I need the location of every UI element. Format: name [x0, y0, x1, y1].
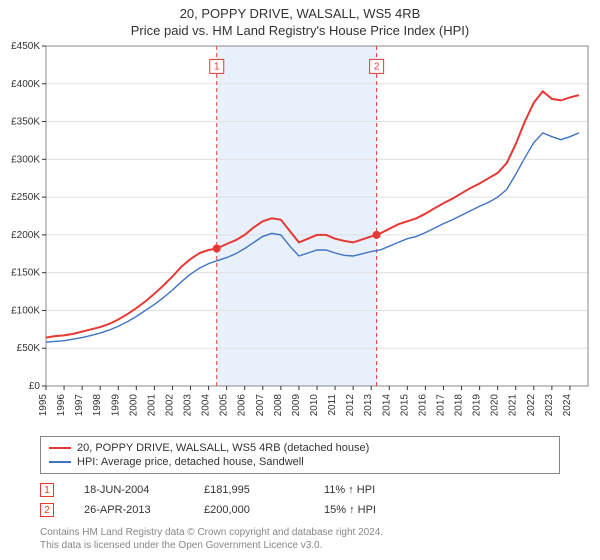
chart-subtitle: Price paid vs. HM Land Registry's House … — [0, 21, 600, 42]
svg-text:1997: 1997 — [74, 394, 85, 417]
svg-text:2006: 2006 — [237, 394, 248, 417]
legend-swatch — [49, 461, 71, 463]
chart-title: 20, POPPY DRIVE, WALSALL, WS5 4RB — [0, 0, 600, 21]
legend-swatch — [49, 447, 71, 449]
svg-text:2023: 2023 — [544, 394, 555, 417]
svg-text:£50K: £50K — [17, 343, 41, 354]
svg-text:£0: £0 — [29, 381, 41, 392]
chart-svg: £0 £50K £100K £150K £200K £250K £300K £350K £400… — [0, 42, 600, 432]
marker-badge: 1 — [40, 483, 54, 497]
marker-date: 26-APR-2013 — [84, 504, 174, 516]
marker-delta: 15% ↑ HPI — [324, 504, 414, 516]
svg-text:£100K: £100K — [11, 305, 40, 316]
svg-text:2004: 2004 — [201, 394, 212, 417]
svg-text:2020: 2020 — [490, 394, 501, 417]
svg-text:£150K: £150K — [11, 268, 40, 279]
svg-text:2: 2 — [374, 61, 380, 72]
chart-area: £0 £50K £100K £150K £200K £250K £300K £350K £400… — [0, 42, 600, 432]
svg-text:2011: 2011 — [327, 394, 338, 416]
svg-text:1995: 1995 — [38, 394, 49, 417]
svg-text:2012: 2012 — [345, 394, 356, 417]
svg-text:2008: 2008 — [273, 394, 284, 417]
svg-text:1: 1 — [214, 61, 220, 72]
marker-row: 2 26-APR-2013 £200,000 15% ↑ HPI — [40, 500, 560, 520]
legend-label: HPI: Average price, detached house, Sand… — [77, 456, 304, 468]
svg-text:2000: 2000 — [128, 394, 139, 417]
svg-text:1999: 1999 — [110, 394, 121, 417]
svg-text:£250K: £250K — [11, 192, 40, 203]
marker-price: £181,995 — [204, 484, 294, 496]
svg-text:2015: 2015 — [399, 394, 410, 417]
marker-date: 18-JUN-2004 — [84, 484, 174, 496]
svg-text:2024: 2024 — [562, 394, 573, 417]
svg-text:2003: 2003 — [183, 394, 194, 417]
svg-text:2018: 2018 — [454, 394, 465, 417]
svg-text:2016: 2016 — [417, 394, 428, 417]
svg-text:2017: 2017 — [435, 394, 446, 417]
svg-text:£200K: £200K — [11, 230, 40, 241]
marker-row: 1 18-JUN-2004 £181,995 11% ↑ HPI — [40, 480, 560, 500]
legend-item: 20, POPPY DRIVE, WALSALL, WS5 4RB (detac… — [49, 441, 551, 455]
svg-text:2022: 2022 — [526, 394, 537, 417]
footnote-line-2: This data is licensed under the Open Gov… — [40, 539, 560, 552]
svg-text:£400K: £400K — [11, 79, 40, 90]
svg-text:2019: 2019 — [472, 394, 483, 417]
footnote-line-1: Contains HM Land Registry data © Crown c… — [40, 526, 560, 539]
footnote: Contains HM Land Registry data © Crown c… — [40, 526, 560, 552]
marker-delta: 11% ↑ HPI — [324, 484, 414, 496]
svg-text:2009: 2009 — [291, 394, 302, 417]
svg-text:2001: 2001 — [146, 394, 157, 417]
marker-table: 1 18-JUN-2004 £181,995 11% ↑ HPI 2 26-APR-201… — [40, 480, 560, 520]
marker-badge: 2 — [40, 503, 54, 517]
svg-text:2002: 2002 — [164, 394, 175, 417]
legend-item: HPI: Average price, detached house, Sand… — [49, 455, 551, 469]
svg-text:£450K: £450K — [11, 42, 40, 52]
svg-text:£350K: £350K — [11, 117, 40, 128]
svg-text:2005: 2005 — [219, 394, 230, 417]
svg-text:2010: 2010 — [309, 394, 320, 417]
svg-text:1996: 1996 — [56, 394, 67, 417]
svg-text:1998: 1998 — [92, 394, 103, 417]
legend-label: 20, POPPY DRIVE, WALSALL, WS5 4RB (detac… — [77, 442, 369, 454]
svg-text:2007: 2007 — [255, 394, 266, 417]
svg-text:2014: 2014 — [381, 394, 392, 417]
svg-text:£300K: £300K — [11, 154, 40, 165]
svg-text:2013: 2013 — [363, 394, 374, 417]
legend-box: 20, POPPY DRIVE, WALSALL, WS5 4RB (detac… — [40, 436, 560, 474]
marker-price: £200,000 — [204, 504, 294, 516]
svg-text:2021: 2021 — [508, 394, 519, 417]
